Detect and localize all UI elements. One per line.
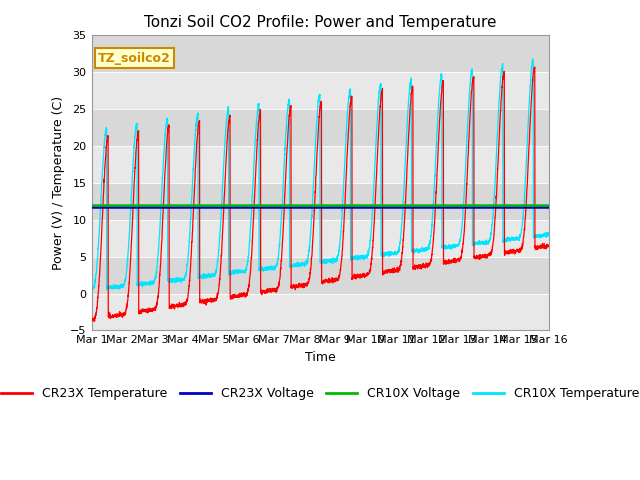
- Legend: CR23X Temperature, CR23X Voltage, CR10X Voltage, CR10X Temperature: CR23X Temperature, CR23X Voltage, CR10X …: [0, 383, 640, 406]
- Bar: [92, 72, 548, 109]
- Bar: [92, 257, 548, 294]
- Bar: [92, 220, 548, 257]
- Bar: [92, 36, 548, 72]
- Bar: [92, 294, 548, 330]
- Title: Tonzi Soil CO2 Profile: Power and Temperature: Tonzi Soil CO2 Profile: Power and Temper…: [144, 15, 496, 30]
- Bar: [92, 109, 548, 146]
- X-axis label: Time: Time: [305, 351, 335, 364]
- Text: TZ_soilco2: TZ_soilco2: [99, 51, 171, 65]
- Bar: [92, 146, 548, 183]
- Bar: [92, 183, 548, 220]
- Y-axis label: Power (V) / Temperature (C): Power (V) / Temperature (C): [52, 96, 65, 270]
